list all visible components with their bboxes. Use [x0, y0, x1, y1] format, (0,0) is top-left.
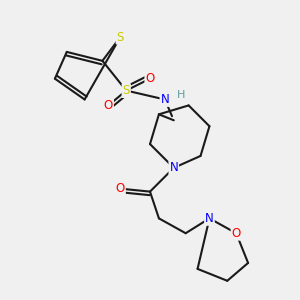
Text: N: N: [205, 212, 214, 225]
Text: O: O: [146, 72, 154, 85]
Text: O: O: [232, 227, 241, 240]
Text: H: H: [177, 90, 185, 100]
Text: N: N: [169, 161, 178, 174]
Text: S: S: [122, 84, 130, 97]
Text: S: S: [117, 31, 124, 44]
Text: O: O: [116, 182, 125, 195]
Text: O: O: [104, 99, 113, 112]
Text: N: N: [160, 93, 169, 106]
